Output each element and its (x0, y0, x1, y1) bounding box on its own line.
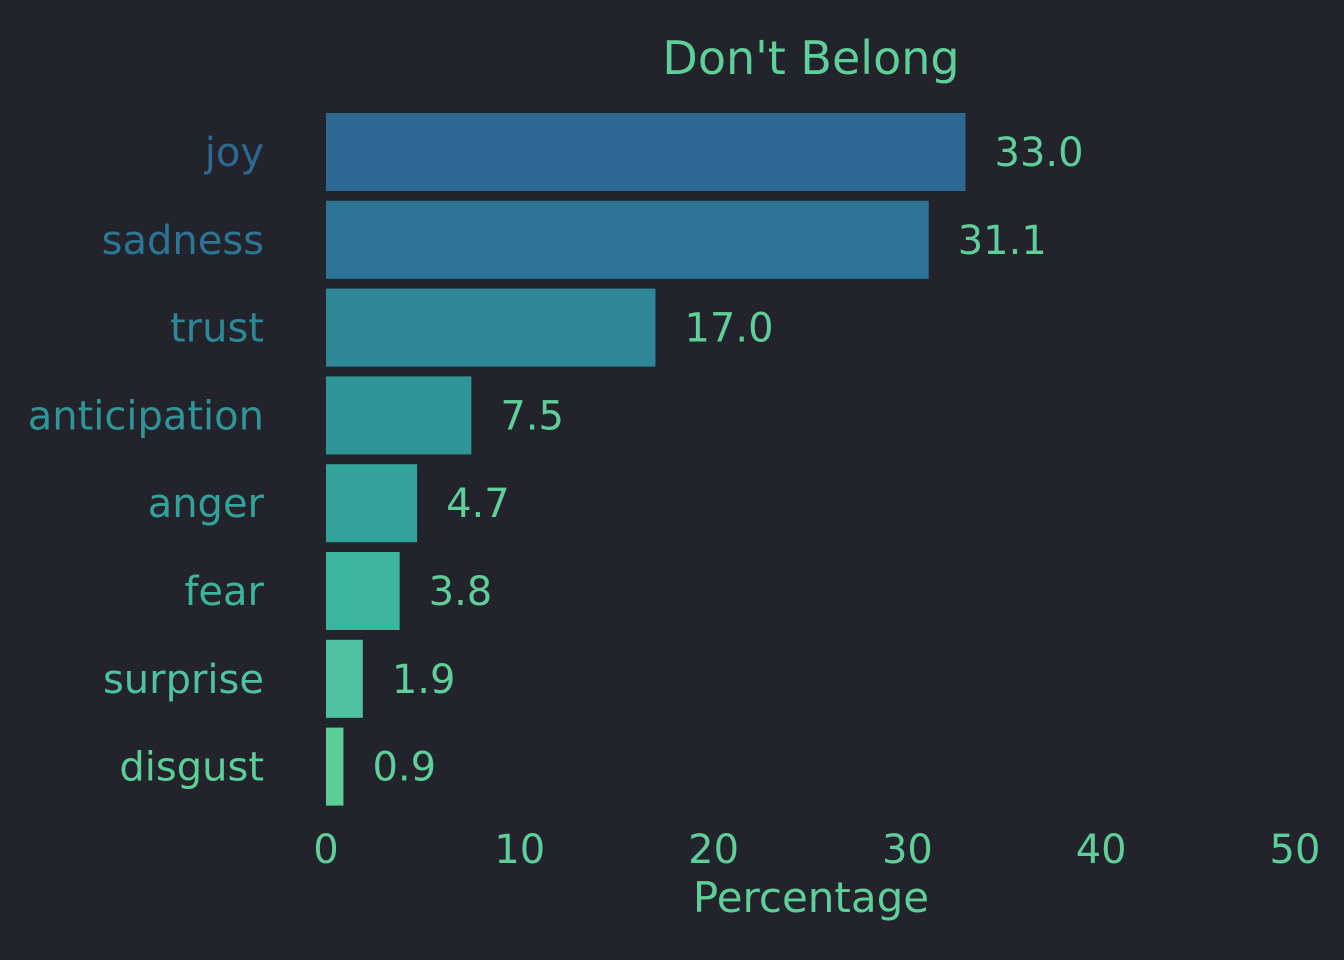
value-label-sadness: 31.1 (958, 218, 1047, 264)
value-label-anticipation: 7.5 (500, 393, 564, 439)
bar-anger (326, 464, 418, 543)
category-label-fear: fear (184, 569, 264, 615)
value-label-anger: 4.7 (446, 481, 510, 527)
x-tick-label-0: 0 (313, 827, 338, 873)
x-tick-label-40: 40 (1076, 827, 1127, 873)
category-label-disgust: disgust (119, 745, 264, 791)
bar-sadness (326, 200, 929, 279)
x-axis-ticks: 0 10 20 30 40 50 (313, 827, 1320, 873)
value-label-trust: 17.0 (684, 306, 773, 352)
category-label-sadness: sadness (102, 218, 264, 264)
bars-group (326, 113, 966, 806)
bar-trust (326, 288, 656, 367)
category-label-trust: trust (170, 306, 264, 352)
bar-surprise (326, 639, 363, 718)
bar-anticipation (326, 376, 472, 455)
category-label-anger: anger (148, 481, 265, 527)
value-label-disgust: 0.9 (372, 745, 436, 791)
category-label-surprise: surprise (103, 657, 264, 703)
value-label-joy: 33.0 (995, 130, 1084, 176)
category-label-joy: joy (204, 130, 264, 176)
bar-fear (326, 552, 400, 630)
value-labels: 33.0 31.1 17.0 7.5 4.7 3.8 1.9 0.9 (372, 130, 1083, 791)
chart-title: Don't Belong (662, 31, 959, 85)
value-label-surprise: 1.9 (392, 657, 456, 703)
x-tick-label-30: 30 (882, 827, 933, 873)
bar-joy (326, 113, 966, 191)
x-axis-label: Percentage (693, 873, 929, 922)
x-tick-label-10: 10 (494, 827, 545, 873)
category-labels: joy sadness trust anticipation anger fear surp… (28, 130, 265, 791)
x-tick-label-20: 20 (688, 827, 739, 873)
category-label-anticipation: anticipation (28, 393, 264, 439)
value-label-fear: 3.8 (429, 569, 493, 615)
bar-disgust (326, 727, 344, 806)
x-tick-label-50: 50 (1270, 827, 1321, 873)
